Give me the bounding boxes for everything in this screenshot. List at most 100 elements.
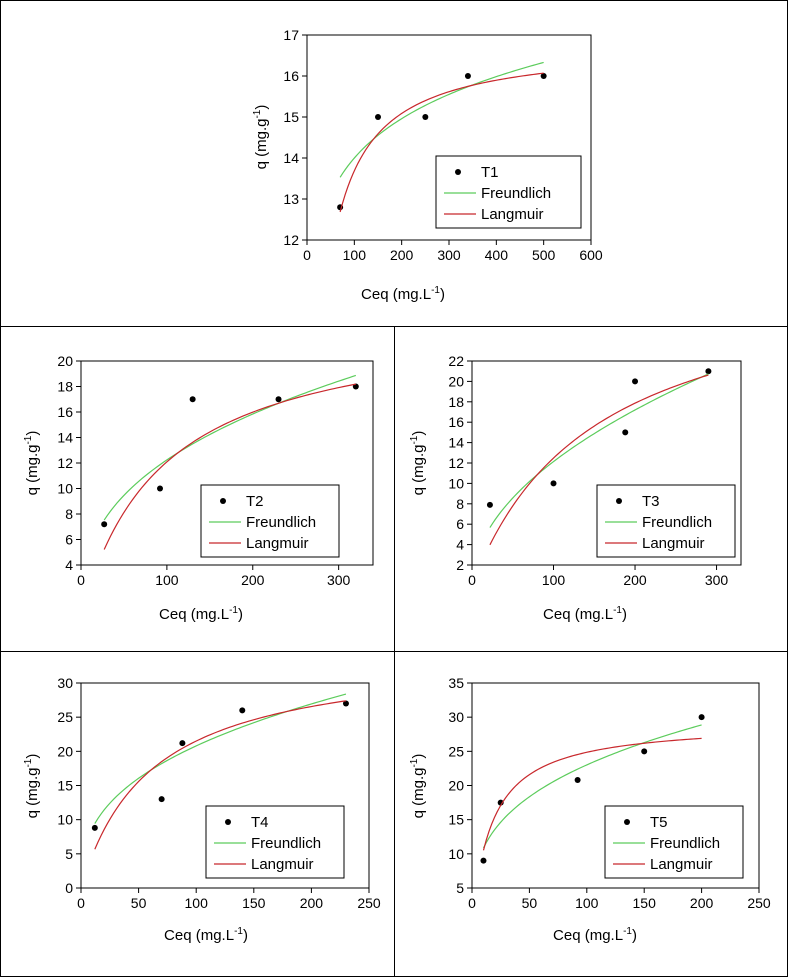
data-point-t4 — [342, 700, 349, 707]
y-tick-label: 4 — [456, 537, 464, 553]
legend-box — [596, 484, 736, 558]
chart-svg-t3: 0 100 200 300 2 4 6 8 10 12 14 16 18 20 22 Ceq (mg.L-1)… — [409, 353, 742, 623]
data-point-t1 — [540, 73, 547, 79]
y-axis-label: q (mg.g-1) — [23, 431, 41, 496]
langmuir-curve — [103, 383, 356, 550]
y-tick-label: 6 — [65, 532, 73, 548]
chart-panel-t2: 0 100 200 300 4 6 8 10 12 14 16 18 20 Ceq (mg.L-1) q (… — [0, 326, 395, 652]
freundlich-curve — [94, 693, 347, 824]
y-tick-label: 16 — [283, 68, 299, 84]
y-tick-label: 10 — [448, 475, 464, 491]
chart-panel-t5: 0 50 100 150 200 250 5 10 15 20 25 30 35 Ceq (mg.L-1)… — [394, 651, 788, 977]
y-tick-label: 20 — [448, 373, 464, 389]
x-tick-label: 300 — [705, 572, 729, 588]
x-tick-label: 0 — [468, 895, 476, 911]
x-tick-label: 100 — [155, 572, 179, 588]
y-tick-label: 30 — [448, 709, 464, 725]
x-axis-label: Ceq (mg.L-1) — [164, 926, 248, 944]
data-point-t5 — [641, 748, 648, 755]
x-tick-label: 0 — [77, 572, 85, 588]
freundlich-curve — [103, 374, 357, 521]
y-tick-label: 20 — [57, 743, 73, 759]
y-tick-label: 4 — [65, 557, 73, 573]
y-tick-label: 13 — [283, 191, 299, 207]
legend-label-langmuir: Langmuir — [481, 206, 544, 223]
legend-marker-points — [455, 169, 461, 175]
y-tick-label: 25 — [57, 709, 73, 725]
x-tick-label: 50 — [131, 895, 147, 911]
x-tick-label: 250 — [747, 895, 771, 911]
data-point-t4 — [158, 796, 165, 803]
x-tick-label: 100 — [542, 572, 566, 588]
y-tick-label: 5 — [456, 880, 464, 896]
legend-label-freundlich: Freundlich — [246, 514, 316, 531]
data-point-t4 — [239, 707, 246, 714]
legend-marker-points — [624, 819, 630, 825]
legend-label-points: T2 — [246, 493, 264, 510]
legend-label-points: T4 — [251, 814, 269, 831]
y-tick-label: 20 — [57, 353, 73, 369]
y-tick-label: 5 — [65, 846, 73, 862]
x-tick-label: 400 — [485, 247, 509, 263]
legend-label-langmuir: Langmuir — [246, 535, 309, 552]
y-tick-label: 35 — [448, 675, 464, 691]
legend-label-points: T1 — [481, 164, 499, 181]
x-tick-label: 500 — [532, 247, 556, 263]
legend-marker-points — [616, 498, 622, 504]
y-tick-label: 15 — [283, 109, 299, 125]
y-tick-label: 0 — [65, 880, 73, 896]
y-tick-label: 12 — [283, 232, 299, 248]
y-tick-label: 10 — [57, 481, 73, 497]
y-tick-label: 2 — [456, 557, 464, 573]
y-tick-label: 6 — [456, 516, 464, 532]
x-tick-label: 200 — [300, 895, 324, 911]
y-axis-label: q (mg.g-1) — [252, 105, 270, 170]
x-tick-label: 150 — [242, 895, 266, 911]
y-tick-label: 25 — [448, 743, 464, 759]
data-point-t3 — [632, 378, 639, 385]
data-point-t2 — [275, 396, 282, 403]
data-point-t5 — [480, 857, 487, 864]
langmuir-curve — [482, 737, 702, 851]
data-point-t3 — [622, 429, 629, 436]
x-axis-label: Ceq (mg.L-1) — [553, 926, 637, 944]
y-tick-label: 8 — [456, 496, 464, 512]
data-point-t2 — [157, 485, 164, 492]
y-tick-label: 18 — [448, 394, 464, 410]
x-tick-label: 200 — [623, 572, 647, 588]
y-tick-label: 15 — [448, 812, 464, 828]
langmuir-curve — [94, 700, 347, 850]
y-axis-label: q (mg.g-1) — [409, 754, 427, 819]
x-tick-label: 250 — [357, 895, 381, 911]
y-tick-label: 16 — [57, 404, 73, 420]
legend-box — [604, 805, 744, 879]
x-tick-label: 0 — [468, 572, 476, 588]
y-tick-label: 22 — [448, 353, 464, 369]
x-tick-label: 200 — [241, 572, 265, 588]
x-tick-label: 100 — [575, 895, 599, 911]
freundlich-curve — [482, 724, 702, 849]
y-tick-label: 8 — [65, 506, 73, 522]
x-tick-label: 100 — [185, 895, 209, 911]
x-tick-label: 50 — [522, 895, 538, 911]
y-tick-label: 12 — [448, 455, 464, 471]
legend-box — [435, 155, 582, 229]
y-tick-label: 30 — [57, 675, 73, 691]
x-tick-label: 0 — [303, 247, 311, 263]
y-tick-label: 12 — [57, 455, 73, 471]
data-point-t3 — [705, 368, 712, 375]
y-tick-label: 18 — [57, 379, 73, 395]
y-axis-label: q (mg.g-1) — [23, 754, 41, 819]
y-tick-label: 14 — [448, 435, 464, 451]
data-point-t4 — [179, 740, 186, 747]
x-tick-label: 300 — [327, 572, 351, 588]
legend-box — [205, 805, 345, 879]
x-tick-label: 600 — [579, 247, 603, 263]
chart-panel-t3: 0 100 200 300 2 4 6 8 10 12 14 16 18 20 22 Ceq (mg.L-1)… — [394, 326, 788, 652]
legend-label-langmuir: Langmuir — [642, 535, 705, 552]
x-axis-label: Ceq (mg.L-1) — [361, 285, 445, 303]
y-tick-label: 16 — [448, 414, 464, 430]
legend-label-freundlich: Freundlich — [642, 514, 712, 531]
chart-panel-t4: 0 50 100 150 200 250 0 5 10 15 20 25 30 Ceq (mg.L-1) q… — [0, 651, 395, 977]
legend-label-points: T5 — [650, 814, 668, 831]
